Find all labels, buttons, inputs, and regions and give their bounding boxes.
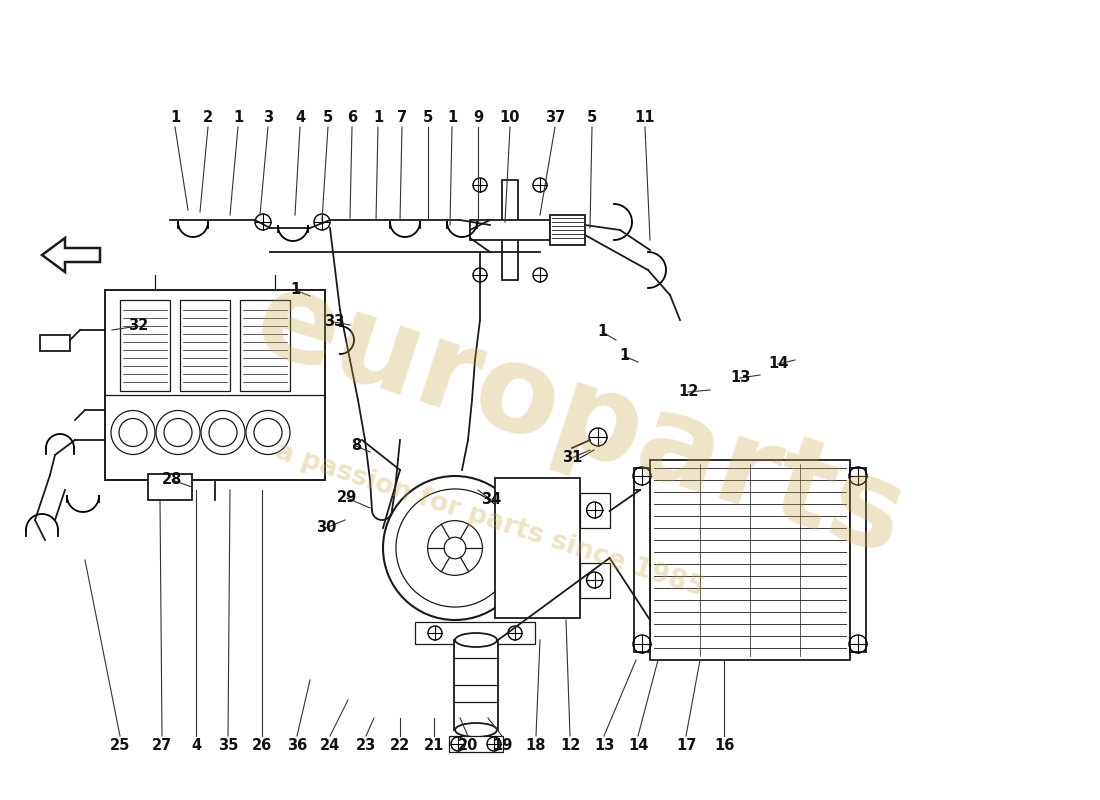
FancyBboxPatch shape [580,493,609,528]
Text: 9: 9 [473,110,483,126]
Text: 36: 36 [287,738,307,753]
FancyBboxPatch shape [580,563,609,598]
Text: europarts: europarts [241,260,920,580]
Text: 29: 29 [337,490,358,506]
FancyBboxPatch shape [634,468,650,652]
Text: 5: 5 [422,110,433,126]
Text: 28: 28 [162,473,183,487]
FancyBboxPatch shape [240,300,290,391]
Text: 8: 8 [351,438,361,454]
FancyBboxPatch shape [415,622,535,644]
Text: a passion for parts since 1985: a passion for parts since 1985 [273,438,707,602]
FancyBboxPatch shape [502,180,518,280]
Text: 6: 6 [346,110,358,126]
Text: 3: 3 [263,110,273,126]
Ellipse shape [455,723,497,737]
Text: 1: 1 [619,349,629,363]
Text: 35: 35 [218,738,239,753]
Text: 26: 26 [252,738,272,753]
Ellipse shape [455,633,497,647]
Text: 11: 11 [635,110,656,126]
Text: 13: 13 [729,370,750,386]
Text: 4: 4 [295,110,305,126]
Text: 1: 1 [447,110,458,126]
FancyBboxPatch shape [470,220,550,240]
Text: 30: 30 [316,521,337,535]
Text: 31: 31 [562,450,582,466]
Text: 25: 25 [110,738,130,753]
Text: 1: 1 [169,110,180,126]
Text: 1: 1 [597,325,607,339]
Text: 1: 1 [233,110,243,126]
Text: 1: 1 [290,282,300,298]
Text: 14: 14 [768,357,789,371]
Text: 7: 7 [397,110,407,126]
Text: 22: 22 [389,738,410,753]
FancyBboxPatch shape [850,468,866,652]
Text: 17: 17 [675,738,696,753]
FancyBboxPatch shape [104,290,324,480]
Text: 19: 19 [492,738,513,753]
Text: 12: 12 [560,738,580,753]
Text: 32: 32 [128,318,148,334]
Text: 13: 13 [594,738,614,753]
FancyBboxPatch shape [148,474,192,500]
Text: 14: 14 [628,738,648,753]
Text: 27: 27 [152,738,172,753]
Text: 37: 37 [544,110,565,126]
Text: 21: 21 [424,738,444,753]
Text: 33: 33 [323,314,344,330]
Text: 4: 4 [191,738,201,753]
FancyBboxPatch shape [495,478,580,618]
Text: 18: 18 [526,738,547,753]
FancyBboxPatch shape [454,640,498,730]
Text: 23: 23 [356,738,376,753]
Text: 24: 24 [320,738,340,753]
FancyBboxPatch shape [120,300,170,391]
Text: 16: 16 [714,738,734,753]
FancyBboxPatch shape [550,215,585,245]
Text: 34: 34 [481,493,502,507]
Text: 12: 12 [678,385,698,399]
FancyBboxPatch shape [40,335,70,351]
Text: 20: 20 [458,738,478,753]
FancyBboxPatch shape [180,300,230,391]
FancyBboxPatch shape [650,460,850,660]
Text: 1: 1 [373,110,383,126]
Text: 10: 10 [499,110,520,126]
Text: 5: 5 [587,110,597,126]
Text: 2: 2 [202,110,213,126]
Text: 5: 5 [323,110,333,126]
FancyBboxPatch shape [449,736,503,752]
